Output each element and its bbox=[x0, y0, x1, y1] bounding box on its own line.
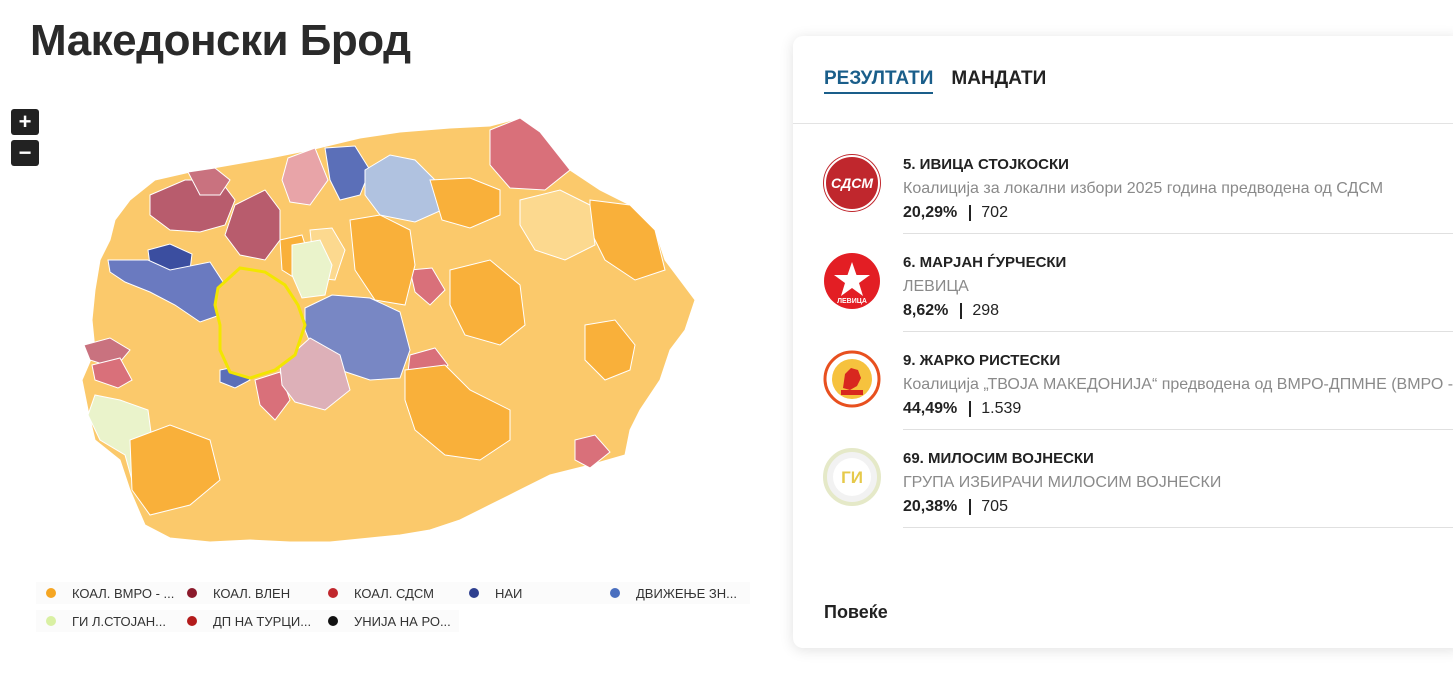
tabs-divider bbox=[793, 123, 1453, 124]
map-region[interactable] bbox=[404, 364, 511, 461]
legend-item-dzs[interactable]: ДВИЖЕЊЕ ЗН... bbox=[600, 582, 750, 604]
levica-logo-text: ЛЕВИЦА bbox=[837, 298, 867, 305]
candidate-votes: 1.539 bbox=[981, 400, 1022, 417]
page-title: Македонски Брод bbox=[30, 16, 411, 65]
legend-label: КОАЛ. ВМРО - ... bbox=[72, 585, 175, 601]
legend-label: ДП НА ТУРЦИ... bbox=[213, 613, 312, 629]
results-tabs: РЕЗУЛТАТИ МАНДАТИ bbox=[824, 68, 1046, 94]
legend-dot bbox=[610, 588, 620, 598]
candidate-name: 69. МИЛОСИМ ВОЈНЕСКИ bbox=[903, 450, 1094, 467]
candidate-party: ГРУПА ИЗБИРАЧИ МИЛОСИМ ВОЈНЕСКИ bbox=[903, 474, 1222, 491]
candidate-party: Коалиција за локални избори 2025 година … bbox=[903, 180, 1384, 197]
candidate-party: ЛЕВИЦА bbox=[903, 278, 969, 295]
map-region[interactable] bbox=[574, 434, 611, 469]
candidate-votes: 702 bbox=[981, 204, 1008, 221]
legend-dot bbox=[328, 616, 338, 626]
levica-star-logo-icon: ЛЕВИЦА bbox=[823, 252, 881, 310]
map-region[interactable] bbox=[291, 239, 333, 299]
map-region[interactable] bbox=[91, 357, 133, 389]
map-region[interactable] bbox=[324, 145, 371, 201]
candidate-percent: 44,49% bbox=[903, 400, 958, 417]
map-svg[interactable] bbox=[70, 110, 710, 550]
map-region[interactable] bbox=[254, 371, 291, 421]
candidate-stats: 20,38% 705 bbox=[903, 498, 1008, 516]
legend-dot bbox=[187, 588, 197, 598]
candidate-percent: 20,38% bbox=[903, 498, 958, 515]
legend-item-sdsm[interactable]: КОАЛ. СДСМ bbox=[318, 582, 459, 604]
map-region[interactable] bbox=[129, 424, 221, 516]
sdsm-logo-icon: СДСМ bbox=[823, 154, 881, 212]
candidate-votes: 298 bbox=[972, 302, 1000, 319]
candidate-row[interactable]: ЛЕВИЦА 6. МАРЈАН ЃУРЧЕСКИ ЛЕВИЦА 8,62% 2… bbox=[793, 234, 1453, 332]
map-region[interactable] bbox=[489, 117, 571, 191]
legend-dot bbox=[328, 588, 338, 598]
legend-item-gi[interactable]: ГИ Л.СТОЈАН... bbox=[36, 610, 177, 632]
row-divider bbox=[903, 331, 1453, 332]
map-region[interactable] bbox=[224, 189, 281, 261]
zoom-out-button[interactable]: − bbox=[11, 140, 39, 166]
candidate-name: 9. ЖАРКО РИСТЕСКИ bbox=[903, 352, 1061, 369]
results-panel: РЕЗУЛТАТИ МАНДАТИ СДСМ 5. ИВИЦА СТОЈКОСК… bbox=[793, 36, 1453, 648]
stats-separator bbox=[960, 303, 963, 319]
map-region[interactable] bbox=[107, 259, 226, 323]
candidate-party: Коалиција „ТВОЈА МАКЕДОНИЈА“ предводена … bbox=[903, 376, 1453, 393]
candidate-name: 5. ИВИЦА СТОЈКОСКИ bbox=[903, 156, 1069, 173]
candidate-row[interactable]: СДСМ 5. ИВИЦА СТОЈКОСКИ Коалиција за лок… bbox=[793, 136, 1453, 234]
map-region[interactable] bbox=[584, 319, 636, 381]
legend-label: ДВИЖЕЊЕ ЗН... bbox=[636, 585, 737, 601]
legend-dot bbox=[469, 588, 479, 598]
municipality-map[interactable] bbox=[70, 110, 710, 550]
more-link[interactable]: Повеќе bbox=[824, 602, 888, 622]
highlighted-municipality[interactable] bbox=[213, 266, 307, 380]
legend-item-nai[interactable]: НАИ bbox=[459, 582, 600, 604]
legend: КОАЛ. ВМРО - ... КОАЛ. ВЛЕН КОАЛ. СДСМ Н… bbox=[36, 582, 756, 632]
map-region[interactable] bbox=[429, 177, 501, 229]
tab-results[interactable]: РЕЗУЛТАТИ bbox=[824, 68, 934, 94]
map-region[interactable] bbox=[281, 147, 329, 206]
candidate-name: 6. МАРЈАН ЃУРЧЕСКИ bbox=[903, 254, 1067, 271]
stats-separator bbox=[969, 205, 972, 221]
legend-item-vlen[interactable]: КОАЛ. ВЛЕН bbox=[177, 582, 318, 604]
legend-dot bbox=[187, 616, 197, 626]
candidate-stats: 20,29% 702 bbox=[903, 204, 1008, 222]
stats-separator bbox=[969, 401, 972, 417]
candidate-percent: 8,62% bbox=[903, 302, 949, 319]
legend-dot bbox=[46, 588, 56, 598]
candidate-row[interactable]: ГИ 69. МИЛОСИМ ВОЈНЕСКИ ГРУПА ИЗБИРАЧИ М… bbox=[793, 430, 1453, 528]
gi-logo-icon: ГИ bbox=[823, 448, 881, 506]
map-region[interactable] bbox=[279, 337, 351, 411]
row-divider bbox=[903, 233, 1453, 234]
map-region[interactable] bbox=[349, 214, 416, 306]
legend-label: КОАЛ. СДСМ bbox=[354, 585, 434, 601]
stats-separator bbox=[969, 499, 972, 515]
legend-item-unija[interactable]: УНИЈА НА РО... bbox=[318, 610, 459, 632]
map-region[interactable] bbox=[449, 259, 526, 346]
candidate-stats: 8,62% 298 bbox=[903, 302, 999, 320]
map-region[interactable] bbox=[409, 267, 446, 306]
legend-label: КОАЛ. ВЛЕН bbox=[213, 585, 291, 601]
gi-logo-text: ГИ bbox=[841, 468, 863, 487]
map-region[interactable] bbox=[187, 167, 231, 196]
vmro-lion-logo-icon bbox=[823, 350, 881, 408]
legend-label: ГИ Л.СТОЈАН... bbox=[72, 613, 166, 629]
zoom-in-button[interactable]: + bbox=[11, 109, 39, 135]
row-divider bbox=[903, 527, 1453, 528]
legend-dot bbox=[46, 616, 56, 626]
map-region[interactable] bbox=[519, 189, 596, 261]
legend-item-dp-turci[interactable]: ДП НА ТУРЦИ... bbox=[177, 610, 318, 632]
row-divider bbox=[903, 429, 1453, 430]
legend-label: УНИЈА НА РО... bbox=[354, 613, 451, 629]
candidate-votes: 705 bbox=[981, 498, 1008, 515]
legend-label: НАИ bbox=[495, 585, 523, 601]
candidate-row[interactable]: 9. ЖАРКО РИСТЕСКИ Коалиција „ТВОЈА МАКЕД… bbox=[793, 332, 1453, 430]
legend-item-vmro[interactable]: КОАЛ. ВМРО - ... bbox=[36, 582, 177, 604]
sdsm-logo-text: СДСМ bbox=[831, 175, 873, 191]
tab-mandates[interactable]: МАНДАТИ bbox=[951, 68, 1047, 89]
candidate-percent: 20,29% bbox=[903, 204, 958, 221]
candidate-stats: 44,49% 1.539 bbox=[903, 400, 1021, 418]
